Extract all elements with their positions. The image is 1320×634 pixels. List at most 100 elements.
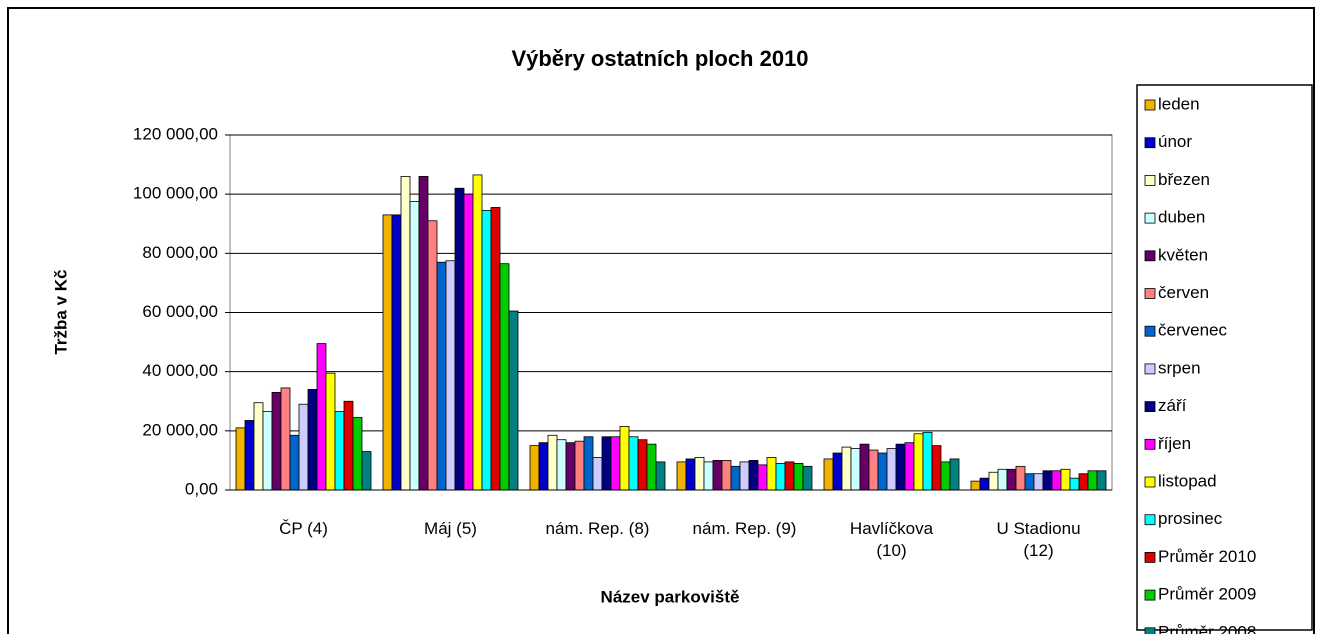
bar — [601, 436, 612, 491]
legend-swatch — [1144, 476, 1156, 488]
legend-swatch — [1144, 438, 1156, 450]
bar — [565, 442, 576, 491]
bar — [1042, 470, 1053, 491]
bar — [637, 439, 648, 491]
bar — [361, 451, 372, 491]
bar — [931, 445, 942, 491]
bar — [592, 457, 603, 491]
bar — [940, 461, 951, 491]
legend-label: duben — [1158, 208, 1205, 227]
bar — [1015, 465, 1026, 491]
y-tick-label: 80 000,00 — [142, 243, 218, 262]
bar — [499, 263, 510, 491]
bar — [850, 448, 861, 491]
bar — [307, 389, 318, 491]
legend-label: září — [1158, 396, 1187, 415]
bar — [1060, 468, 1071, 491]
legend-swatch — [1144, 627, 1156, 634]
y-tick-label: 120 000,00 — [133, 124, 218, 143]
bar — [352, 417, 363, 491]
bar — [793, 462, 804, 491]
bar — [859, 443, 870, 491]
bar — [334, 411, 345, 491]
legend-swatch — [1144, 514, 1156, 526]
bar — [775, 462, 786, 491]
legend-swatch — [1144, 589, 1156, 601]
bar — [766, 457, 777, 491]
bar — [757, 464, 768, 491]
legend-label: Průměr 2009 — [1158, 585, 1256, 604]
bar — [400, 176, 411, 491]
bar — [721, 460, 732, 491]
x-tick-label: Havlíčkova (10) — [849, 519, 934, 560]
bar — [289, 434, 300, 491]
bar — [655, 461, 666, 491]
legend-label: květen — [1158, 245, 1208, 264]
bar — [646, 443, 657, 491]
bar — [676, 461, 687, 491]
bar — [271, 391, 282, 491]
bar — [784, 461, 795, 491]
bar — [970, 480, 981, 491]
legend-swatch — [1144, 325, 1156, 337]
legend-label: únor — [1158, 132, 1192, 151]
bar — [490, 207, 501, 491]
bar — [445, 260, 456, 491]
bar — [913, 433, 924, 491]
legend-label: červen — [1158, 283, 1209, 302]
bar — [529, 445, 540, 491]
legend-label: srpen — [1158, 358, 1201, 377]
x-tick-label: U Stadionu (12) — [996, 519, 1081, 560]
legend-label: červenec — [1158, 321, 1227, 340]
chart-frame — [7, 7, 1315, 634]
legend-label: listopad — [1158, 471, 1217, 490]
bar — [583, 436, 594, 491]
bar — [436, 261, 447, 491]
legend-swatch — [1144, 137, 1156, 149]
bar — [886, 448, 897, 491]
x-tick-label: nám. Rep. (9) — [692, 519, 797, 538]
bar — [1051, 470, 1062, 491]
bar — [427, 220, 438, 491]
bar — [832, 452, 843, 491]
bar — [1024, 473, 1035, 491]
bar — [547, 434, 558, 491]
bar — [739, 461, 750, 491]
bar — [382, 214, 393, 491]
bar — [904, 442, 915, 491]
legend-label: Průměr 2008 — [1158, 622, 1256, 634]
legend-label: leden — [1158, 94, 1200, 113]
bar — [508, 310, 519, 491]
bar — [556, 439, 567, 491]
bar — [730, 465, 741, 491]
bar — [712, 460, 723, 491]
legend-swatch — [1144, 552, 1156, 563]
bar — [1087, 470, 1098, 491]
bar — [343, 400, 354, 491]
bar — [685, 458, 696, 491]
bar — [1006, 468, 1017, 491]
legend-swatch — [1144, 174, 1156, 186]
legend-swatch — [1144, 99, 1156, 111]
bar — [619, 425, 630, 491]
bar — [949, 458, 960, 491]
bar — [472, 174, 483, 491]
legend-label: Průměr 2010 — [1158, 547, 1256, 566]
bar — [694, 457, 705, 491]
legend-label: říjen — [1158, 434, 1191, 453]
bar — [316, 343, 327, 491]
bar — [703, 461, 714, 491]
legend-swatch — [1144, 363, 1156, 375]
bar — [454, 187, 465, 491]
bar — [235, 427, 246, 491]
bar — [1069, 477, 1080, 491]
bar — [802, 465, 813, 491]
bar — [841, 446, 852, 491]
bar — [538, 442, 549, 491]
legend-swatch — [1144, 288, 1156, 299]
y-tick-label: 60 000,00 — [142, 302, 218, 321]
legend-box — [1136, 84, 1313, 631]
bar — [574, 440, 585, 491]
